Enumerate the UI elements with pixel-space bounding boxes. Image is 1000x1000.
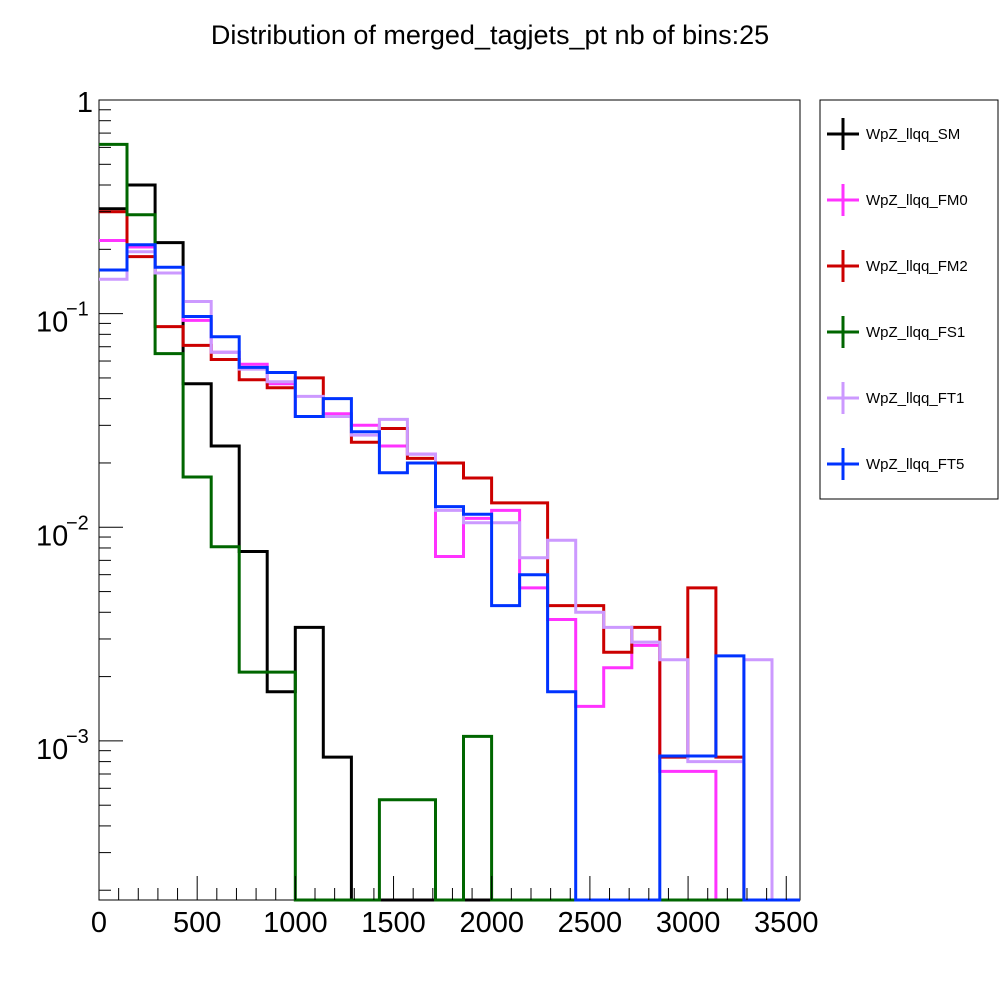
series-line-wpz-llqq-ft5 <box>99 243 800 902</box>
y-tick-label: 10 <box>36 734 68 766</box>
x-tick-label: 3000 <box>656 907 721 939</box>
legend-entry: WpZ_llqq_FT1 <box>827 382 964 414</box>
x-tick-label: 1500 <box>361 907 426 939</box>
y-tick-label: 1 <box>77 87 93 119</box>
series-line-wpz-llqq-ft1 <box>99 250 800 902</box>
legend-entry: WpZ_llqq_FM2 <box>827 250 968 282</box>
y-tick-label: 10 <box>36 307 68 339</box>
y-tick-exponent: −3 <box>66 726 89 748</box>
x-tick-label: 3500 <box>754 907 819 939</box>
y-tick-exponent: −2 <box>66 512 89 534</box>
chart-title: Distribution of merged_tagjets_pt nb of … <box>211 20 769 50</box>
y-tick-label: 10 <box>36 520 68 552</box>
x-tick-label: 2500 <box>558 907 623 939</box>
legend-entry: WpZ_llqq_FT5 <box>827 448 964 480</box>
plot-frame <box>98 99 801 901</box>
series-line-wpz-llqq-fm0 <box>99 239 800 902</box>
series-line-wpz-llqq-fs1 <box>99 142 800 902</box>
series-line-wpz-llqq-sm <box>99 183 800 902</box>
series-layer <box>99 142 800 902</box>
legend-entry: WpZ_llqq_FS1 <box>827 316 965 348</box>
legend-entry: WpZ_llqq_SM <box>827 118 960 150</box>
legend-label: WpZ_llqq_FT5 <box>866 456 964 473</box>
axis-layer: 0 500 1000 1500 2000 2500 3000 3500110−110−210−… <box>36 87 819 939</box>
x-tick-label: 0 <box>91 907 107 939</box>
legend-label: WpZ_llqq_FT1 <box>866 390 964 407</box>
legend-frame <box>819 99 999 500</box>
x-tick-label: 500 <box>173 907 221 939</box>
legend-entry: WpZ_llqq_FM0 <box>827 184 968 216</box>
legend-label: WpZ_llqq_FS1 <box>866 324 965 341</box>
legend-label: WpZ_llqq_FM2 <box>866 258 968 275</box>
legend-label: WpZ_llqq_SM <box>866 126 960 143</box>
x-tick-label: 1000 <box>263 907 328 939</box>
legend: WpZ_llqq_SM WpZ_llqq_FM0 WpZ_llqq_FM2 WpZ_l… <box>819 99 999 500</box>
legend-label: WpZ_llqq_FM0 <box>866 192 968 209</box>
x-tick-label: 2000 <box>459 907 524 939</box>
y-tick-exponent: −1 <box>66 299 89 321</box>
